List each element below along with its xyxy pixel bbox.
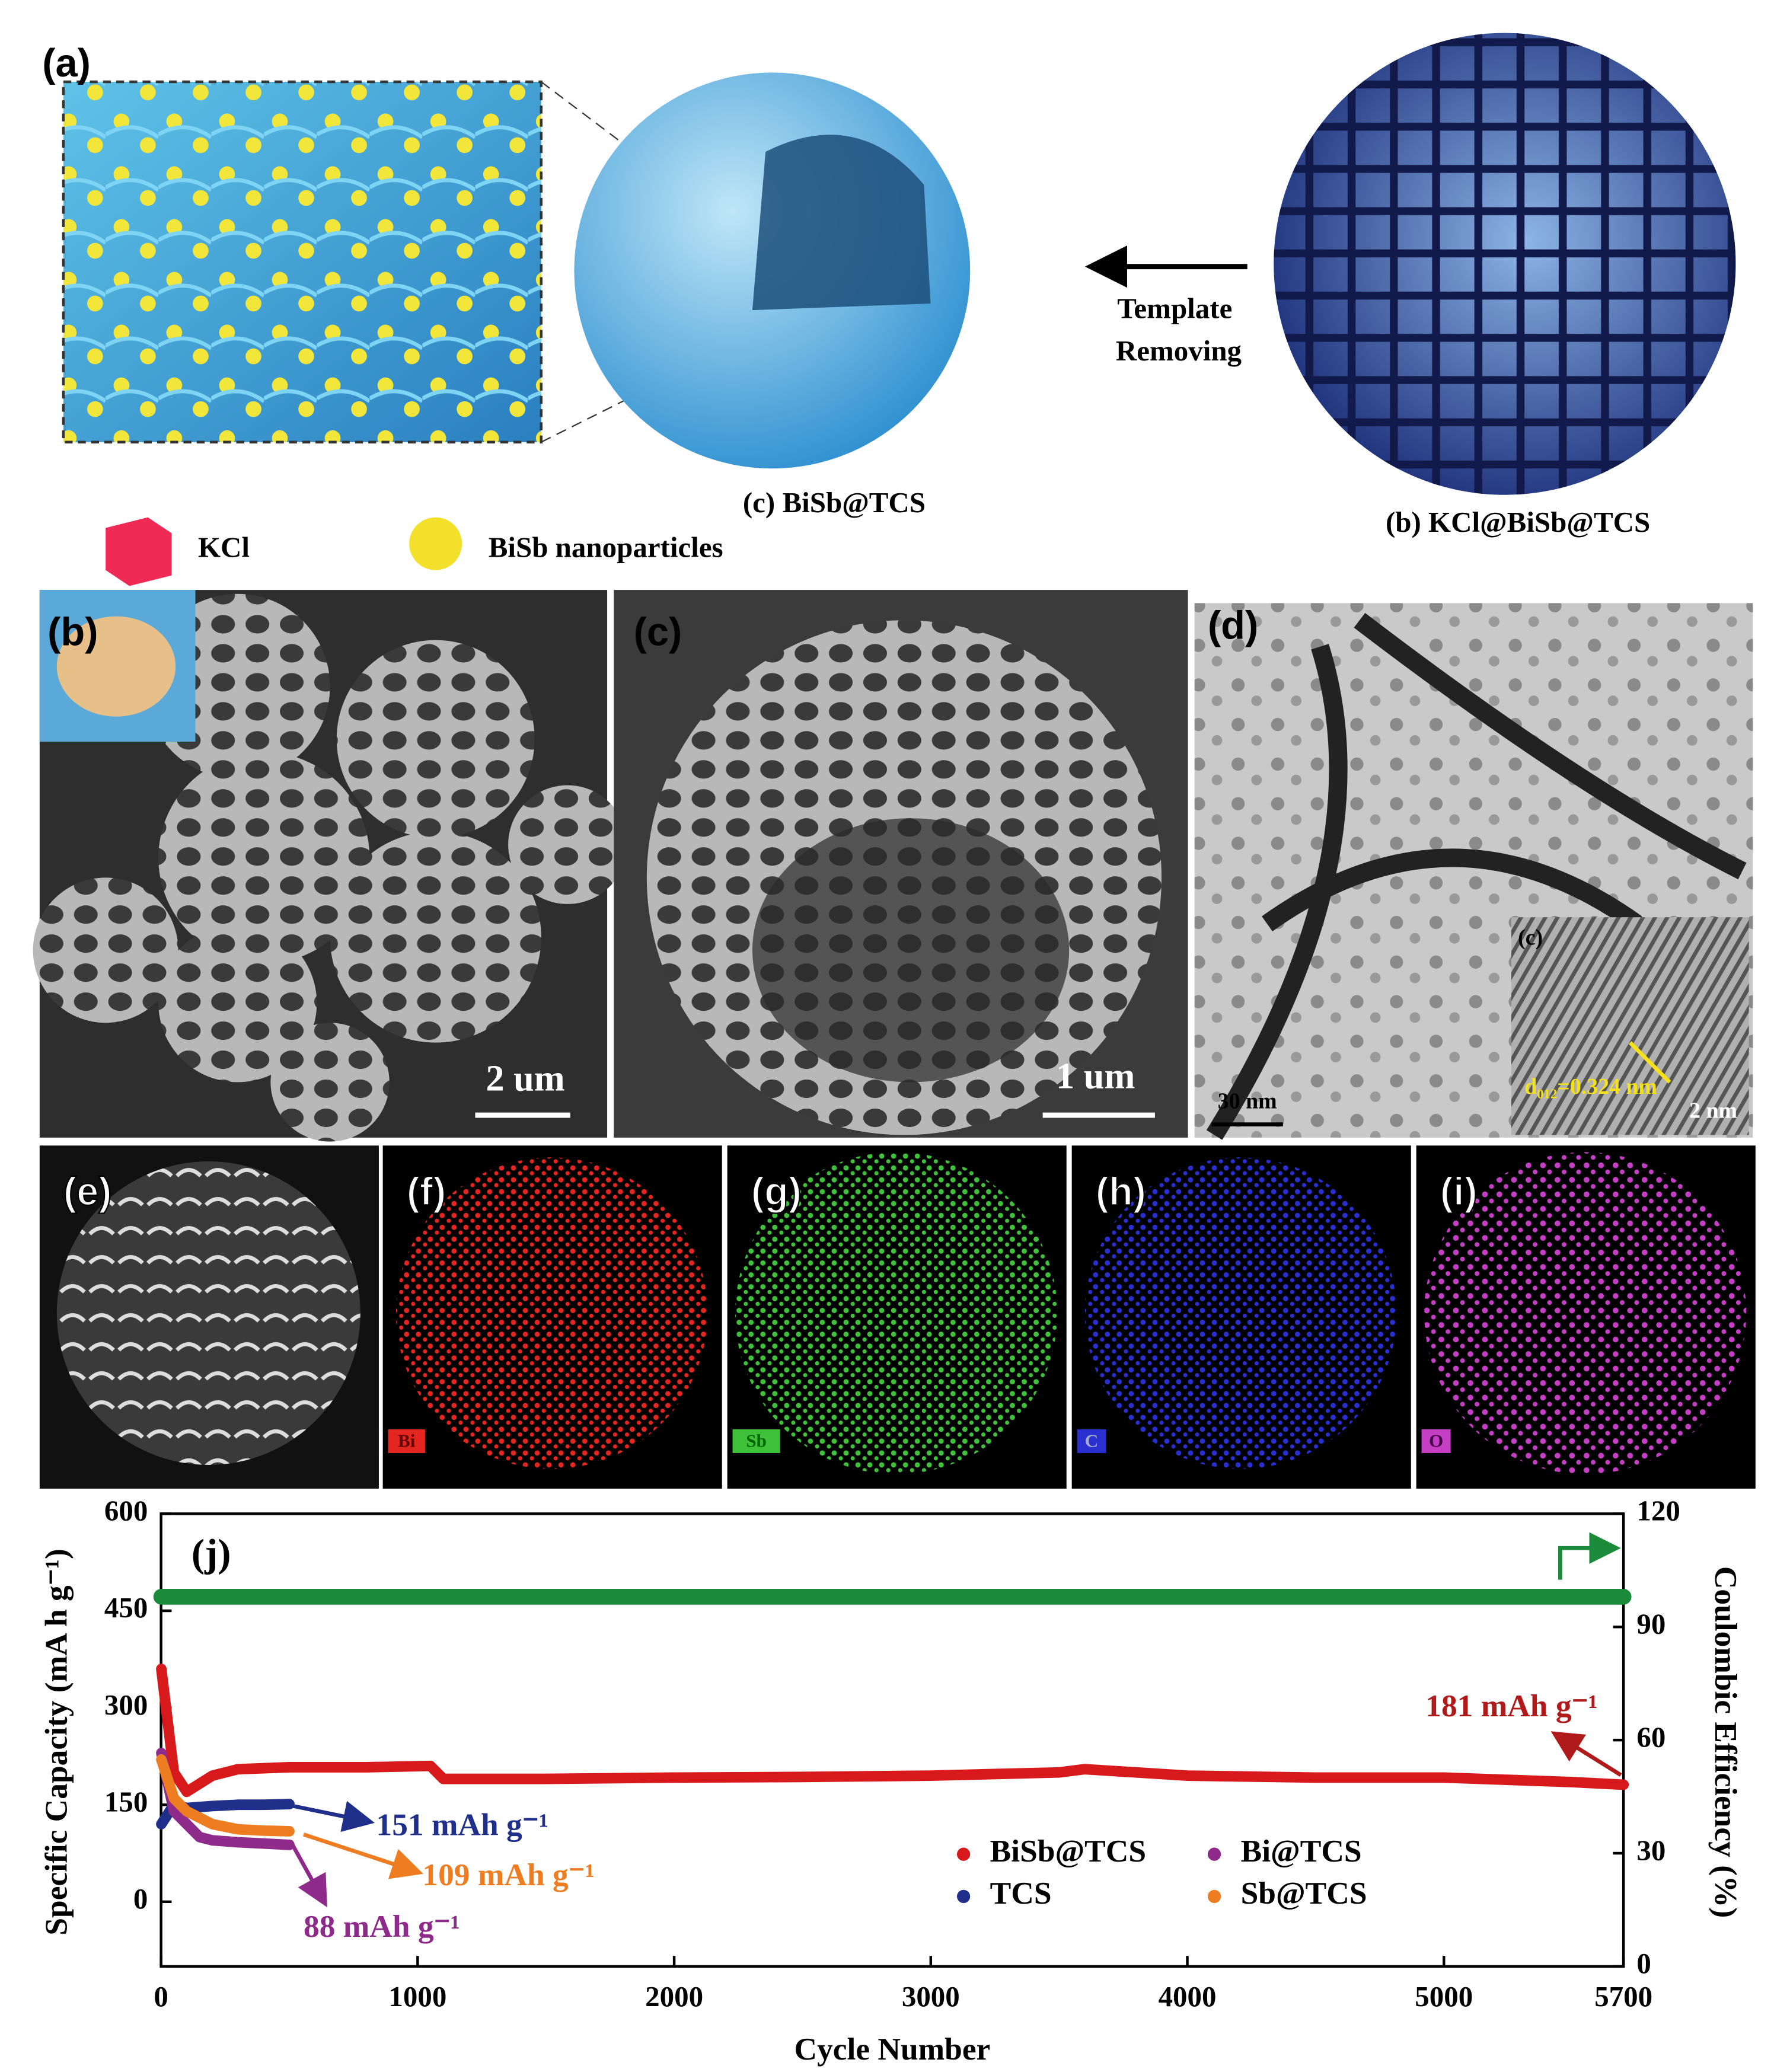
schematic-panel: Template Removing (c) BiSb@TCS (b) KCl@B…: [42, 33, 1736, 586]
series-line: [156, 1754, 295, 1837]
y-tick-label: 300: [104, 1688, 148, 1721]
scale-label: 2 um: [486, 1058, 564, 1099]
legend-marker: [956, 1889, 971, 1904]
y2-tick-label: 0: [1636, 1947, 1651, 1980]
panel-label: (f): [407, 1170, 446, 1214]
panel-label: (a): [42, 41, 91, 85]
sphere-grid: [1274, 33, 1736, 495]
photo-inset-sample: [56, 616, 176, 717]
eds-signal: [1084, 1157, 1397, 1469]
plot-frame: [159, 1512, 1625, 1968]
legend-label: Sb@TCS: [1241, 1875, 1367, 1911]
legend-marker: [1207, 1889, 1221, 1904]
legend-label: TCS: [990, 1875, 1052, 1911]
arrow-label: Removing: [1116, 334, 1242, 367]
y-axis-title: Specific Capacity (mA h g⁻¹): [38, 1549, 74, 1935]
element-tag: [1421, 1429, 1451, 1453]
scale-label: 1 um: [1056, 1055, 1135, 1096]
lattice-marker: [1628, 1041, 1671, 1084]
eds-row: Bi Sb C O (e) (f) (g) (h) (i): [39, 1145, 1756, 1489]
panel-label: (b): [47, 610, 98, 654]
eds-signal: [735, 1152, 1058, 1474]
panel-label: (i): [1440, 1170, 1478, 1214]
legend-label: KCl: [198, 531, 250, 564]
y2-tick-label: 60: [1636, 1720, 1665, 1753]
hrtem-inset: [1511, 917, 1749, 1135]
caption: (b) KCl@BiSb@TCS: [1386, 506, 1650, 538]
element-label: C: [1085, 1430, 1099, 1451]
panel-label: (j): [192, 1531, 231, 1575]
element-label: Sb: [746, 1430, 767, 1451]
panel-label: (c): [634, 610, 682, 654]
zoom-inset-texture: [62, 80, 543, 443]
series-line: [156, 1664, 1629, 1798]
y-tick-label: 450: [104, 1591, 148, 1624]
x-tick-label: 1000: [388, 1980, 446, 2013]
y-tick-label: 150: [104, 1785, 148, 1818]
annotation-arrow: [283, 1800, 375, 1832]
eds-signal: [1424, 1152, 1747, 1474]
element-tag: [732, 1429, 780, 1453]
stem-particle: [56, 1161, 360, 1465]
legend-label: BiSb nanoparticles: [489, 531, 723, 564]
tem-walls: [1206, 612, 1747, 1140]
eds-signal: [395, 1157, 708, 1469]
annotation: 151 mAh g⁻¹: [376, 1806, 548, 1842]
x-tick-label: 0: [154, 1980, 168, 2013]
annotation-arrow: [288, 1840, 327, 1908]
element-label: Bi: [398, 1430, 416, 1451]
x-tick-label: 5700: [1594, 1980, 1652, 2013]
arrow-label: Template: [1117, 292, 1232, 325]
panel-label: (h): [1096, 1170, 1146, 1214]
annotation: 181 mAh g⁻¹: [1425, 1688, 1597, 1723]
x-tick-label: 5000: [1415, 1980, 1473, 2013]
y2-tick-label: 90: [1636, 1607, 1665, 1640]
micrograph-row: 2 um 1 um 30 nm 2 nm d₀₁₂=0.324 nm (b) (…: [33, 590, 1753, 1142]
element-label: O: [1429, 1430, 1443, 1451]
element-tag: [388, 1429, 425, 1453]
sphere-cutaway: [752, 135, 931, 311]
panel-label: (g): [751, 1170, 802, 1214]
x-tick-label: 3000: [902, 1980, 960, 2013]
annotation: 109 mAh g⁻¹: [422, 1857, 594, 1892]
cycling-chart: 0 1000 2000 3000 4000 5000 5700015030045060003…: [38, 1495, 1743, 2067]
y2-axis-title: Coulombic Efficiency (%): [1708, 1566, 1744, 1918]
sem-particles: [33, 593, 627, 1142]
legend-label: BiSb@TCS: [990, 1833, 1146, 1869]
scale-label: 2 nm: [1689, 1098, 1737, 1123]
annotation-arrow: [1550, 1731, 1622, 1777]
axis-pointer: [1558, 1532, 1621, 1580]
y-tick-label: 600: [104, 1495, 148, 1527]
d-spacing: d₀₁₂=0.324 nm: [1524, 1074, 1657, 1099]
scale-label: 30 nm: [1218, 1089, 1277, 1114]
annotation: 88 mAh g⁻¹: [304, 1908, 460, 1944]
caption: (c) BiSb@TCS: [743, 486, 926, 519]
legend-marker: [1207, 1847, 1221, 1861]
legend-label: Bi@TCS: [1241, 1833, 1362, 1869]
nanoparticle-icon: [409, 517, 462, 570]
y-tick-label: 0: [133, 1882, 148, 1915]
y2-tick-label: 30: [1636, 1834, 1665, 1866]
annotation-arrow: [303, 1832, 423, 1879]
sem-opening: [752, 818, 1070, 1083]
element-tag: [1077, 1429, 1106, 1453]
x-tick-label: 4000: [1159, 1980, 1217, 2013]
x-tick-label: 2000: [645, 1980, 703, 2013]
y2-tick-label: 120: [1636, 1495, 1680, 1527]
panel-label: (d): [1208, 604, 1258, 647]
panel-label: (c): [1518, 925, 1543, 950]
series-line: [156, 1748, 295, 1850]
legend-marker: [956, 1847, 971, 1861]
kcl-icon: [106, 517, 172, 586]
panel-label: (e): [63, 1170, 112, 1214]
x-axis-title: Cycle Number: [795, 2031, 991, 2067]
